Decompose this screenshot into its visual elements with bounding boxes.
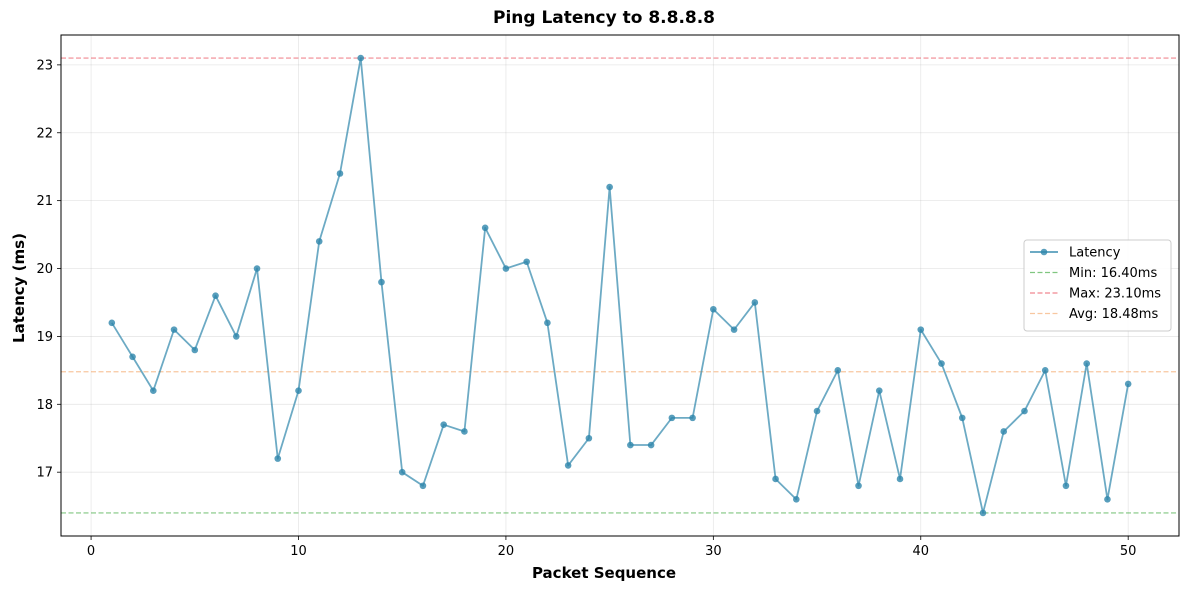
data-point	[378, 278, 385, 286]
data-point	[461, 428, 468, 435]
x-tick-label: 30	[705, 544, 722, 559]
y-axis-label: Latency (ms)	[10, 233, 28, 343]
x-tick-label: 20	[498, 544, 515, 559]
y-tick-label: 17	[36, 466, 53, 481]
plot-frame	[60, 34, 1180, 537]
data-point	[1021, 407, 1028, 415]
y-tick-label: 18	[36, 398, 53, 413]
y-tick-label: 23	[36, 58, 53, 73]
data-point	[481, 224, 489, 232]
legend-box	[1023, 239, 1172, 332]
data-point	[979, 509, 987, 517]
data-point	[129, 353, 136, 361]
y-tick-label: 19	[36, 330, 53, 345]
data-point	[1062, 482, 1070, 490]
y-tick-label: 20	[36, 262, 53, 277]
data-point	[1041, 367, 1049, 374]
series	[108, 54, 1132, 517]
data-point	[772, 475, 779, 483]
data-point	[274, 455, 282, 462]
x-tick-label: 40	[912, 544, 929, 559]
legend-label: Latency	[1069, 246, 1121, 261]
data-point	[212, 292, 219, 299]
chart-title: Ping Latency to 8.8.8.8	[493, 8, 715, 28]
data-point	[875, 387, 883, 395]
data-point	[253, 265, 261, 272]
data-point	[232, 333, 240, 340]
data-point	[1124, 380, 1132, 388]
x-tick-label: 0	[87, 544, 95, 559]
data-point	[938, 360, 945, 367]
data-point	[1104, 496, 1111, 503]
data-point	[419, 482, 427, 490]
y-ticks: 17 18 19 20 21 22 23	[36, 58, 61, 481]
x-ticks: 0 10 20 30 40 50	[87, 536, 1137, 559]
data-point	[544, 319, 551, 327]
data-point	[606, 183, 613, 191]
data-point	[398, 468, 406, 476]
data-point	[1000, 428, 1008, 435]
data-point	[191, 346, 199, 354]
data-point	[958, 414, 966, 422]
y-tick-label: 22	[36, 126, 53, 141]
data-point	[108, 319, 116, 327]
y-tick-label: 21	[36, 194, 53, 209]
data-point	[793, 496, 800, 503]
data-point	[647, 441, 655, 449]
data-point	[502, 265, 510, 272]
data-point	[564, 462, 572, 469]
data-point	[751, 299, 759, 306]
data-point	[523, 258, 530, 266]
data-point	[896, 475, 904, 483]
x-tick-label: 10	[290, 544, 307, 559]
data-point	[170, 326, 178, 333]
legend-label: Min: 16.40ms	[1069, 266, 1157, 281]
data-point	[834, 367, 842, 374]
data-point	[150, 387, 157, 395]
data-point	[440, 421, 447, 428]
legend-label: Avg: 18.48ms	[1069, 307, 1158, 322]
data-point	[295, 387, 302, 395]
data-point	[813, 407, 821, 415]
x-tick-label: 50	[1120, 544, 1137, 559]
reference-lines	[61, 57, 1179, 514]
data-point	[315, 238, 323, 245]
data-point	[336, 170, 344, 177]
x-axis-label: Packet Sequence	[532, 564, 676, 582]
data-point	[730, 326, 738, 333]
legend-marker	[1040, 248, 1048, 256]
data-point	[710, 305, 717, 313]
data-point	[357, 54, 365, 62]
data-point	[855, 482, 862, 490]
data-point	[585, 434, 593, 442]
legend-label: Max: 23.10ms	[1069, 287, 1161, 302]
data-point	[668, 414, 676, 422]
legend: Latency Min: 16.40ms Max: 23.10ms Avg: 18.4…	[1023, 239, 1172, 332]
data-point	[689, 414, 696, 422]
series-line	[111, 57, 1130, 514]
data-point	[627, 441, 634, 449]
data-point	[1083, 360, 1090, 367]
data-point	[917, 326, 925, 333]
